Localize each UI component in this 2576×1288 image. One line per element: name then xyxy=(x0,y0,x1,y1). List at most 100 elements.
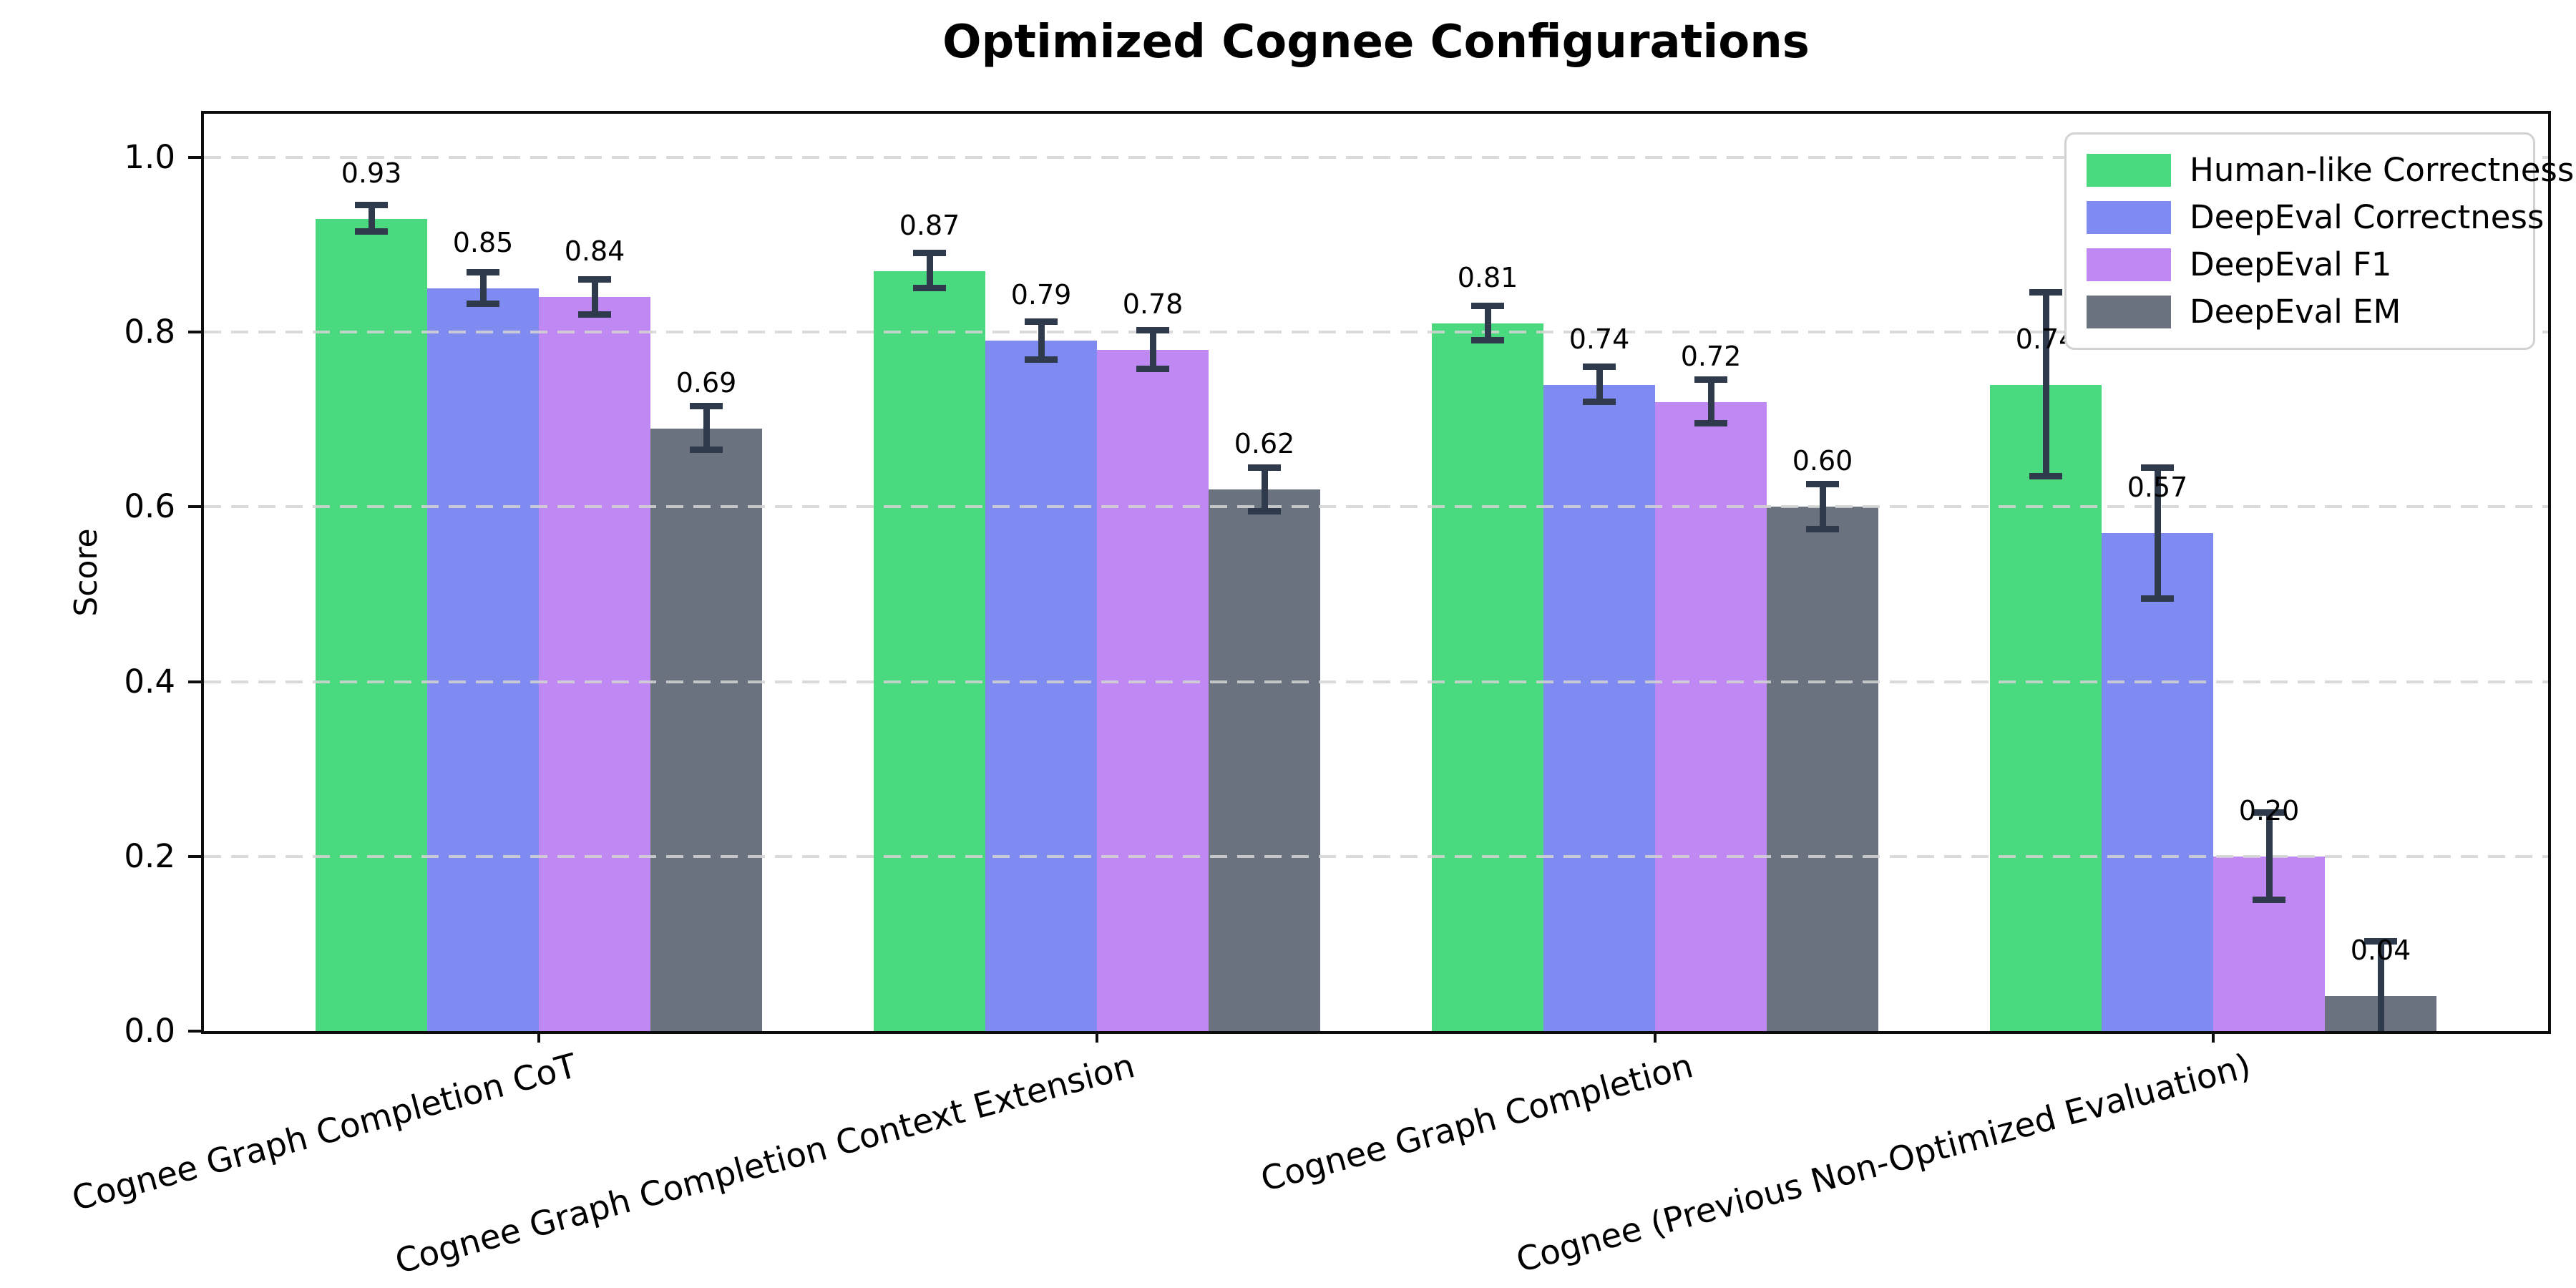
y-axis-tick-label: 0.2 xyxy=(124,836,175,875)
bar xyxy=(1097,349,1209,1031)
error-bar-cap-top xyxy=(1248,464,1281,471)
error-bar-cap-top xyxy=(690,403,723,410)
error-bar xyxy=(368,205,375,232)
bar-value-label: 0.85 xyxy=(452,227,514,259)
legend-label: Human-like Correctness xyxy=(2190,151,2575,189)
error-bar-cap-bottom xyxy=(1025,356,1058,364)
y-axis-tick xyxy=(188,680,201,683)
legend-label: DeepEval Correctness xyxy=(2190,198,2545,236)
error-bar xyxy=(2042,293,2049,477)
bar-value-label: 0.57 xyxy=(2127,472,2188,504)
bar xyxy=(650,428,762,1031)
bar-value-label: 0.84 xyxy=(564,235,625,268)
error-bar xyxy=(926,253,933,289)
x-axis-tick xyxy=(537,1031,540,1043)
legend-swatch xyxy=(2087,296,2171,328)
bar xyxy=(1767,507,1878,1031)
legend-item: Human-like Correctness xyxy=(2087,152,2574,189)
bar xyxy=(1990,384,2102,1031)
bar xyxy=(1432,323,1543,1031)
bar xyxy=(1209,489,1320,1031)
bar xyxy=(427,288,539,1031)
legend-item: DeepEval EM xyxy=(2087,293,2513,331)
error-bar-cap-bottom xyxy=(467,301,499,308)
y-axis-tick xyxy=(188,156,201,160)
bar-value-label: 0.62 xyxy=(1234,428,1295,460)
chart-title: Optimized Cognee Configurations xyxy=(942,16,1810,69)
error-bar-cap-top xyxy=(1583,364,1616,371)
error-bar-cap-top xyxy=(2141,464,2174,471)
error-bar-cap-top xyxy=(1471,302,1504,309)
error-bar-cap-bottom xyxy=(355,228,388,235)
y-axis-tick-label: 0.0 xyxy=(124,1012,175,1050)
y-axis-tick xyxy=(188,331,201,334)
error-bar-cap-bottom xyxy=(1694,420,1727,427)
bar-value-label: 0.69 xyxy=(675,366,737,399)
gridline xyxy=(204,331,2548,334)
gridline xyxy=(204,854,2548,858)
error-bar xyxy=(2154,467,2161,599)
x-axis-tick xyxy=(1096,1031,1098,1043)
bar xyxy=(539,297,650,1031)
bar xyxy=(1655,401,1767,1031)
error-bar-cap-bottom xyxy=(913,285,946,292)
error-bar-cap-bottom xyxy=(1806,526,1839,533)
error-bar xyxy=(1149,330,1156,369)
gridline xyxy=(204,156,2548,160)
error-bar xyxy=(2377,942,2384,1031)
error-bar-cap-bottom xyxy=(1471,337,1504,344)
legend-swatch xyxy=(2087,248,2171,281)
bar xyxy=(874,270,985,1031)
bar xyxy=(1543,384,1655,1031)
x-axis-tick xyxy=(1654,1031,1657,1043)
legend-label: DeepEval EM xyxy=(2190,293,2401,331)
bar-value-label: 0.74 xyxy=(1568,323,1630,355)
y-axis-tick-label: 0.6 xyxy=(124,487,175,526)
y-axis-tick-label: 0.4 xyxy=(124,662,175,701)
legend-swatch xyxy=(2087,154,2171,187)
x-axis-tick-label: Cognee Graph Completion CoT xyxy=(67,1046,581,1219)
gridline xyxy=(204,505,2548,509)
error-bar xyxy=(1596,367,1603,402)
bar xyxy=(985,341,1097,1031)
error-bar-cap-top xyxy=(1136,326,1169,333)
error-bar-cap-bottom xyxy=(2253,896,2285,903)
error-bar-cap-bottom xyxy=(2029,472,2062,479)
error-bar xyxy=(479,273,487,305)
bar-value-label: 0.04 xyxy=(2350,935,2411,967)
bar-value-label: 0.79 xyxy=(1010,279,1072,311)
error-bar xyxy=(2265,812,2273,900)
bar-value-label: 0.78 xyxy=(1122,288,1184,320)
error-bar-cap-top xyxy=(1806,480,1839,487)
error-bar-cap-top xyxy=(2029,289,2062,296)
error-bar-cap-bottom xyxy=(2141,595,2174,602)
y-axis-tick-label: 0.8 xyxy=(124,313,175,351)
y-axis-tick xyxy=(188,854,201,858)
error-bar-cap-bottom xyxy=(1583,398,1616,405)
error-bar-cap-top xyxy=(1025,318,1058,325)
legend-item: DeepEval Correctness xyxy=(2087,199,2544,236)
error-bar-cap-top xyxy=(2253,809,2285,816)
x-axis-tick xyxy=(2212,1031,2215,1043)
error-bar-cap-bottom xyxy=(690,447,723,454)
error-bar-cap-top xyxy=(467,269,499,276)
error-bar-cap-top xyxy=(2364,938,2397,945)
bar-value-label: 0.93 xyxy=(341,157,402,189)
error-bar xyxy=(1261,467,1268,512)
error-bar-cap-bottom xyxy=(578,311,611,318)
y-axis-tick-label: 1.0 xyxy=(124,138,175,177)
error-bar xyxy=(1707,380,1714,424)
gridline xyxy=(204,680,2548,683)
bar xyxy=(2102,533,2213,1031)
y-axis-tick xyxy=(188,1030,201,1033)
legend-swatch xyxy=(2087,201,2171,234)
error-bar-cap-top xyxy=(355,202,388,209)
bar xyxy=(316,218,427,1031)
legend-label: DeepEval F1 xyxy=(2190,245,2392,283)
error-bar-cap-bottom xyxy=(1136,365,1169,372)
error-bar xyxy=(1819,484,1826,530)
y-axis-tick xyxy=(188,505,201,509)
bar-value-label: 0.60 xyxy=(1792,445,1853,477)
legend: Human-like Correctness DeepEval Correctne… xyxy=(2064,132,2574,350)
